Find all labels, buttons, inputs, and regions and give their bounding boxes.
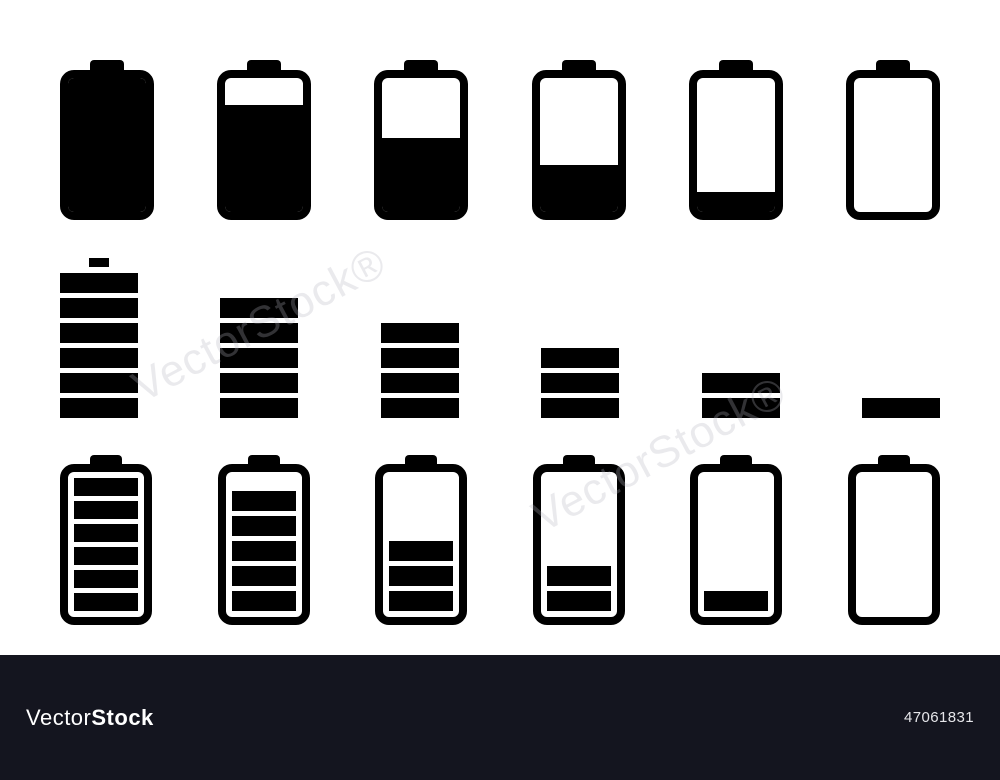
battery-bar [60,348,138,368]
battery-bar [381,398,459,418]
brand-logo: VectorStock [26,705,154,731]
battery-outline-icon [60,455,152,625]
battery-segment [232,541,296,561]
battery-bar [60,373,138,393]
battery-body [846,70,940,220]
battery-bar [541,348,619,368]
battery-segment [704,591,768,611]
battery-bars-icon [220,258,298,418]
row-bare-bars [60,258,940,418]
battery-bar [381,373,459,393]
battery-bars-icon [862,258,940,418]
footer-bar: VectorStock 47061831 [0,655,1000,780]
brand-part-2: Stock [91,705,153,730]
battery-bar [541,398,619,418]
battery-segment [547,566,611,586]
battery-solid-icon [532,60,626,220]
battery-segment [74,524,138,542]
battery-body [689,70,783,220]
battery-solid-icon [846,60,940,220]
battery-bar [220,373,298,393]
battery-outline-icon [375,455,467,625]
battery-segment [389,541,453,561]
battery-bars-icon [541,258,619,418]
battery-outline-icon [533,455,625,625]
battery-bar [220,398,298,418]
battery-body [848,464,940,625]
battery-segment [74,593,138,611]
brand-part-1: Vector [26,705,91,730]
image-id: 47061831 [904,709,974,726]
battery-segment [232,491,296,511]
battery-fill [540,165,618,212]
battery-bar [220,323,298,343]
battery-body [217,70,311,220]
battery-segment [232,591,296,611]
battery-fill [697,192,775,212]
battery-body [375,464,467,625]
row-outline-segments [60,455,940,625]
battery-bar [702,373,780,393]
battery-solid-icon [689,60,783,220]
battery-bar [60,323,138,343]
battery-segment [389,566,453,586]
battery-fill [382,138,460,212]
battery-bar [381,348,459,368]
battery-bar [60,298,138,318]
battery-body [218,464,310,625]
battery-solid-icon [374,60,468,220]
battery-segment [547,591,611,611]
battery-segment [74,478,138,496]
row-solid-fill [60,60,940,220]
battery-fill [68,78,146,212]
battery-outline-icon [690,455,782,625]
battery-solid-icon [217,60,311,220]
battery-body [60,464,152,625]
icon-canvas: VectorStock®VectorStock® [0,0,1000,655]
battery-bar [60,273,138,293]
battery-bars-icon [60,258,138,418]
battery-segment [74,570,138,588]
battery-bars-icon [702,258,780,418]
battery-bar [220,348,298,368]
battery-body [374,70,468,220]
battery-outline-icon [218,455,310,625]
battery-bar [702,398,780,418]
battery-body [60,70,154,220]
battery-bar [220,298,298,318]
battery-body [533,464,625,625]
battery-segment [232,566,296,586]
battery-segment [74,547,138,565]
battery-fill [225,105,303,212]
battery-solid-icon [60,60,154,220]
battery-segment [389,591,453,611]
battery-nub [89,258,109,267]
battery-bar [862,398,940,418]
icon-grid [60,60,940,625]
battery-bar [60,398,138,418]
battery-outline-icon [848,455,940,625]
battery-bar [381,323,459,343]
battery-segment [232,516,296,536]
battery-bars-icon [381,258,459,418]
battery-segment [74,501,138,519]
battery-body [690,464,782,625]
battery-bar [541,373,619,393]
battery-body [532,70,626,220]
